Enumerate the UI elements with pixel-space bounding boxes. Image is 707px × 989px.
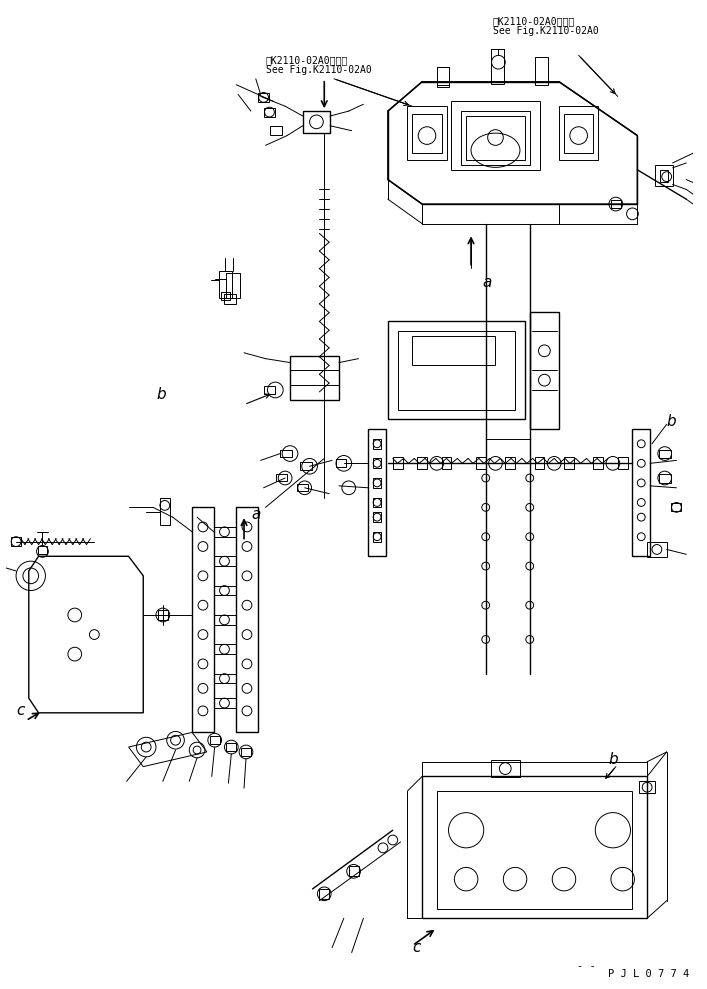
Bar	[214, 645, 236, 654]
Bar	[412, 336, 496, 366]
Bar	[226, 273, 240, 298]
Bar	[559, 106, 598, 160]
Bar	[221, 292, 230, 300]
Bar	[297, 484, 308, 491]
Bar	[671, 503, 682, 511]
Bar	[407, 106, 447, 160]
Bar	[214, 615, 236, 625]
Bar	[491, 760, 520, 777]
Bar	[655, 165, 672, 187]
Text: 第K2110-02A0図参照: 第K2110-02A0図参照	[266, 55, 348, 65]
Text: - -: - -	[577, 961, 595, 971]
Bar	[564, 458, 574, 469]
Bar	[11, 537, 21, 547]
Bar	[214, 585, 236, 595]
Bar	[214, 527, 236, 537]
Bar	[214, 674, 236, 683]
Bar	[236, 507, 258, 733]
Bar	[300, 462, 312, 470]
Bar	[633, 429, 650, 556]
Bar	[530, 312, 559, 429]
Bar	[214, 556, 236, 566]
Bar	[276, 474, 287, 481]
Bar	[618, 458, 628, 469]
Bar	[210, 736, 220, 744]
Bar	[564, 114, 593, 153]
Bar	[320, 889, 329, 899]
Bar	[192, 507, 214, 733]
Bar	[506, 458, 515, 469]
Bar	[660, 170, 667, 182]
Text: b: b	[667, 414, 677, 429]
Bar	[452, 101, 539, 170]
Bar	[388, 321, 525, 419]
Bar	[534, 458, 544, 469]
Bar	[491, 49, 504, 84]
Bar	[290, 356, 339, 400]
Bar	[349, 866, 358, 876]
Bar	[373, 512, 381, 522]
Bar	[160, 497, 170, 525]
Bar	[373, 532, 381, 542]
Bar	[461, 111, 530, 165]
Bar	[368, 429, 386, 556]
Bar	[336, 460, 346, 467]
Bar	[437, 791, 633, 909]
Bar	[647, 542, 667, 557]
Bar	[397, 331, 515, 409]
Text: P J L 0 7 7 4: P J L 0 7 7 4	[608, 969, 689, 979]
Bar	[437, 67, 448, 87]
Bar	[280, 450, 292, 458]
Bar	[393, 458, 402, 469]
Bar	[466, 116, 525, 160]
Text: b: b	[156, 388, 165, 403]
Text: 第K2110-02A0図参照: 第K2110-02A0図参照	[493, 16, 575, 26]
Bar	[417, 458, 427, 469]
Bar	[373, 478, 381, 488]
Bar	[442, 458, 452, 469]
Bar	[593, 458, 603, 469]
Bar	[659, 474, 671, 483]
Bar	[158, 610, 168, 620]
Bar	[258, 94, 269, 102]
Bar	[264, 108, 275, 117]
Text: a: a	[483, 275, 492, 290]
Bar	[264, 386, 275, 394]
Bar	[534, 57, 549, 85]
Bar	[214, 698, 236, 708]
Bar	[271, 126, 282, 135]
Bar	[226, 743, 236, 751]
Bar	[373, 439, 381, 449]
Bar	[303, 111, 330, 133]
Bar	[224, 294, 236, 304]
Bar	[373, 497, 381, 507]
Bar	[659, 450, 671, 459]
Text: a: a	[252, 507, 261, 522]
Bar	[373, 459, 381, 468]
Text: c: c	[412, 940, 421, 954]
Text: See Fig.K2110-02A0: See Fig.K2110-02A0	[266, 65, 371, 75]
Bar	[476, 458, 486, 469]
Text: See Fig.K2110-02A0: See Fig.K2110-02A0	[493, 26, 598, 36]
Text: b: b	[608, 752, 618, 766]
Bar	[422, 776, 647, 919]
Text: c: c	[16, 703, 25, 718]
Bar	[218, 271, 233, 298]
Bar	[37, 547, 47, 554]
Bar	[241, 748, 251, 756]
Bar	[639, 781, 655, 793]
Bar	[412, 114, 442, 153]
Bar	[611, 200, 621, 208]
